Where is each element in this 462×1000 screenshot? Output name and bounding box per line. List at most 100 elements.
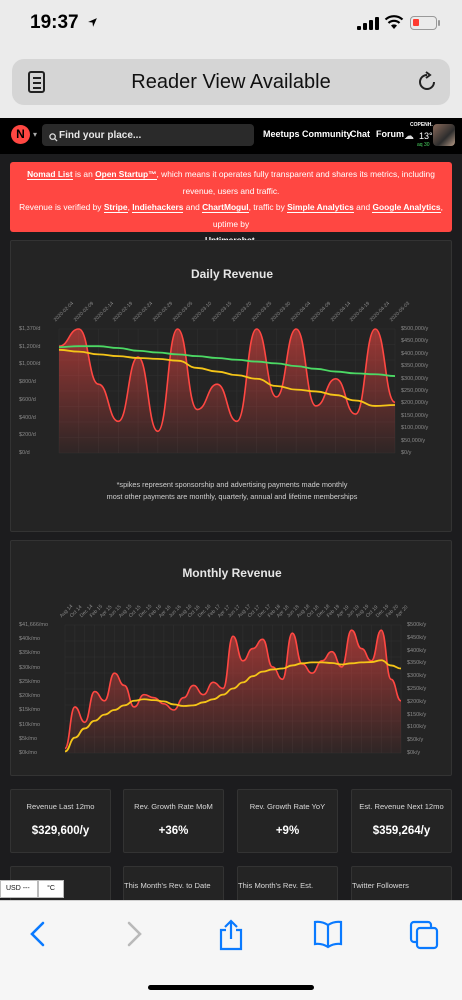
- y-tick-label-right: $300k/y: [407, 673, 427, 680]
- open-startup-notice: Nomad List is an Open Startup™, which me…: [10, 162, 452, 246]
- y-tick-label-left: $40k/mo: [19, 636, 41, 643]
- series-line: [58, 345, 396, 377]
- y-tick-label-left: $20k/mo: [19, 693, 41, 700]
- y-tick-label-left: $800/d: [19, 379, 36, 386]
- notice-text: , uptime by: [212, 202, 443, 229]
- status-time: 19:37: [30, 12, 79, 33]
- search-input[interactable]: [59, 124, 249, 146]
- y-tick-label-right: $50k/y: [407, 737, 424, 744]
- stat-value: $359,264/y: [372, 825, 431, 837]
- series-line: [64, 629, 402, 750]
- currency-selector[interactable]: USD --- $: [0, 880, 38, 908]
- avatar[interactable]: [433, 124, 455, 146]
- y-tick-label-right: $200,000/y: [401, 400, 429, 407]
- weather-city: COPENH.: [410, 122, 433, 128]
- series-area: [59, 329, 395, 453]
- y-tick-label-left: $5k/mo: [19, 735, 38, 742]
- stat-label: Rev. Growth Rate MoM: [134, 802, 213, 811]
- stat-value: $329,600/y: [31, 825, 90, 837]
- monthly-revenue-chart: [64, 624, 402, 754]
- notice-text: Revenue is verified by: [19, 202, 104, 212]
- y-tick-label-left: $0k/mo: [19, 750, 38, 756]
- y-tick-label-right: $350k/y: [407, 660, 427, 667]
- location-arrow-icon: [87, 16, 98, 31]
- y-tick-label-right: $150k/y: [407, 711, 427, 718]
- series-line: [58, 328, 396, 433]
- chevron-down-icon[interactable]: ▾: [33, 130, 38, 139]
- y-tick-label-left: $30k/mo: [19, 664, 41, 671]
- tabs-icon[interactable]: [408, 919, 440, 956]
- chartmogul-link[interactable]: ChartMogul: [202, 202, 249, 213]
- wifi-icon: [384, 14, 404, 35]
- stat-month-estimate: This Month's Rev. Est.: [237, 866, 338, 902]
- y-tick-label-left: $1,370/d: [19, 326, 41, 332]
- monthly-revenue-card: Monthly Revenue $41,666/mo $40k/mo $35k/mo…: [10, 540, 452, 776]
- daily-note-1: *spikes represent sponsorship and advert…: [116, 480, 348, 489]
- y-tick-label-left: $25k/mo: [19, 678, 41, 685]
- nav-chat[interactable]: Chat: [350, 129, 370, 139]
- y-tick-label-right: $500k/y: [407, 622, 427, 628]
- y-tick-label-right: $400,000/y: [401, 350, 429, 357]
- y-tick-label-left: $200/d: [19, 432, 36, 439]
- stat-label: This Month's Rev. Est.: [238, 881, 314, 890]
- y-tick-label-left: $1,000/d: [19, 361, 41, 368]
- daily-revenue-card: Daily Revenue *spikes represent sponsors…: [10, 240, 452, 532]
- url-bar[interactable]: Reader View Available: [12, 59, 450, 105]
- y-tick-label-right: $250k/y: [407, 686, 427, 692]
- indiehackers-link[interactable]: Indiehackers: [132, 202, 184, 213]
- notice-text: and: [353, 202, 373, 212]
- stat-revenue-12mo: Revenue Last 12mo $329,600/y: [10, 789, 111, 853]
- url-bar-title: Reader View Available: [131, 71, 331, 93]
- nav-forum[interactable]: Forum: [376, 129, 404, 139]
- google-analytics-link[interactable]: Google Analytics: [372, 202, 441, 213]
- y-tick-label-right: $400k/y: [407, 647, 427, 654]
- unit-selector[interactable]: °C: [38, 880, 64, 898]
- battery-icon: [410, 16, 437, 30]
- reload-icon[interactable]: [416, 71, 438, 98]
- nomadlist-link[interactable]: Nomad List: [27, 169, 73, 180]
- forward-icon[interactable]: [120, 919, 146, 954]
- stripe-link[interactable]: Stripe: [103, 202, 128, 213]
- stat-month-to-date: This Month's Rev. to Date: [123, 866, 224, 902]
- y-tick-label-right: $500,000/y: [401, 326, 429, 332]
- y-tick-label-right: $250,000/y: [401, 388, 429, 394]
- simple-analytics-link[interactable]: Simple Analytics: [287, 202, 354, 213]
- y-tick-label-right: $300,000/y: [401, 375, 429, 382]
- weather-temp: 13°: [419, 131, 433, 141]
- notice-text: and: [183, 202, 203, 212]
- bookmarks-icon[interactable]: [312, 919, 344, 954]
- stat-label: Est. Revenue Next 12mo: [359, 802, 444, 811]
- y-tick-label-right: $0k/y: [407, 750, 421, 756]
- cellular-signal-icon: [357, 16, 379, 30]
- stat-label: Rev. Growth Rate YoY: [249, 802, 326, 811]
- y-tick-label-left: $600/d: [19, 396, 36, 403]
- battery-cap: [438, 20, 440, 26]
- open-startup-link[interactable]: Open Startup™: [95, 169, 157, 180]
- series-line: [58, 348, 396, 407]
- stat-label: Twitter Followers: [352, 881, 409, 890]
- series-line: [64, 659, 402, 753]
- y-tick-label-right: $100,000/y: [401, 425, 429, 432]
- y-tick-label-left: $400/d: [19, 414, 36, 421]
- share-icon[interactable]: [216, 919, 246, 956]
- nav-meetups[interactable]: Meetups: [263, 129, 300, 139]
- monthly-revenue-title: Monthly Revenue: [182, 566, 282, 580]
- nav-community[interactable]: Community: [302, 129, 352, 139]
- y-tick-label-left: $1,200/d: [19, 343, 41, 350]
- y-tick-label-left: $15k/mo: [19, 707, 41, 714]
- y-tick-label-left: $0/d: [19, 450, 30, 456]
- notice-text: ,: [127, 202, 133, 212]
- y-tick-label-right: $450k/y: [407, 634, 427, 641]
- daily-note-2: most other payments are monthly, quarter…: [106, 492, 358, 501]
- browser-toolbar: [0, 900, 462, 1000]
- reader-view-icon[interactable]: [28, 71, 45, 93]
- stat-label: This Month's Rev. to Date: [124, 881, 211, 890]
- stat-growth-mom: Rev. Growth Rate MoM +36%: [123, 789, 224, 853]
- nomadlist-logo[interactable]: N: [11, 125, 30, 144]
- search-box[interactable]: [42, 124, 254, 146]
- series-area: [65, 630, 401, 753]
- back-icon[interactable]: [26, 919, 52, 954]
- y-tick-label-right: $200k/y: [407, 698, 427, 705]
- y-tick-label-right: $50,000/y: [401, 437, 426, 444]
- stat-twitter-followers: Twitter Followers: [351, 866, 452, 902]
